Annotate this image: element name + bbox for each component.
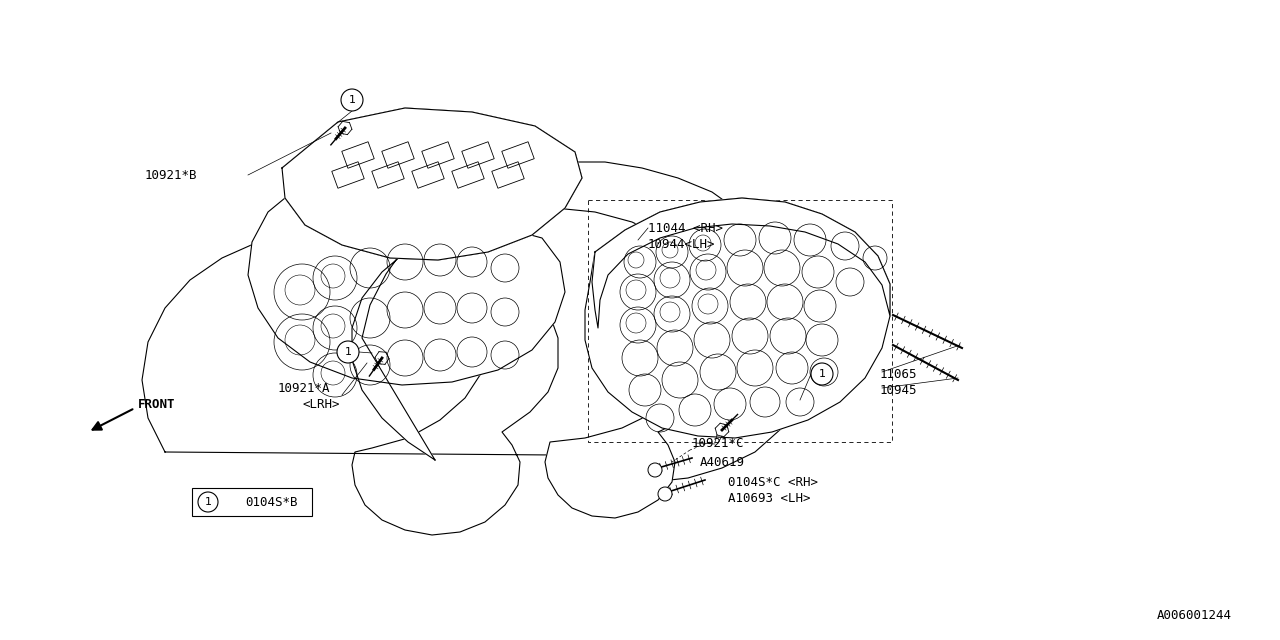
Polygon shape — [585, 198, 890, 438]
Text: FRONT: FRONT — [138, 397, 175, 410]
Polygon shape — [142, 198, 818, 535]
Circle shape — [812, 363, 833, 385]
Circle shape — [337, 341, 358, 363]
Text: 10921*C: 10921*C — [692, 436, 745, 449]
Text: <LRH>: <LRH> — [302, 397, 340, 410]
Text: 1: 1 — [818, 369, 826, 379]
Text: 1: 1 — [205, 497, 211, 507]
Text: 11044 <RH>: 11044 <RH> — [648, 221, 723, 234]
Polygon shape — [282, 108, 582, 260]
Text: 10945: 10945 — [881, 383, 918, 397]
Text: 10944<LH>: 10944<LH> — [648, 237, 716, 250]
Polygon shape — [593, 198, 890, 328]
Circle shape — [648, 463, 662, 477]
Text: 1: 1 — [344, 347, 352, 357]
Text: A006001244: A006001244 — [1157, 609, 1231, 622]
Text: 10921*B: 10921*B — [145, 168, 197, 182]
Text: 11065: 11065 — [881, 367, 918, 381]
Text: 1: 1 — [348, 95, 356, 105]
Polygon shape — [352, 162, 778, 518]
Circle shape — [658, 487, 672, 501]
Text: A40619: A40619 — [700, 456, 745, 468]
Text: 0104S*B: 0104S*B — [244, 495, 297, 509]
Text: 0104S*C <RH>: 0104S*C <RH> — [728, 476, 818, 488]
Bar — [192, 488, 312, 516]
Text: A10693 <LH>: A10693 <LH> — [728, 492, 810, 504]
Circle shape — [198, 492, 218, 512]
Polygon shape — [248, 108, 582, 385]
Text: 10921*A: 10921*A — [278, 381, 330, 394]
Circle shape — [340, 89, 364, 111]
